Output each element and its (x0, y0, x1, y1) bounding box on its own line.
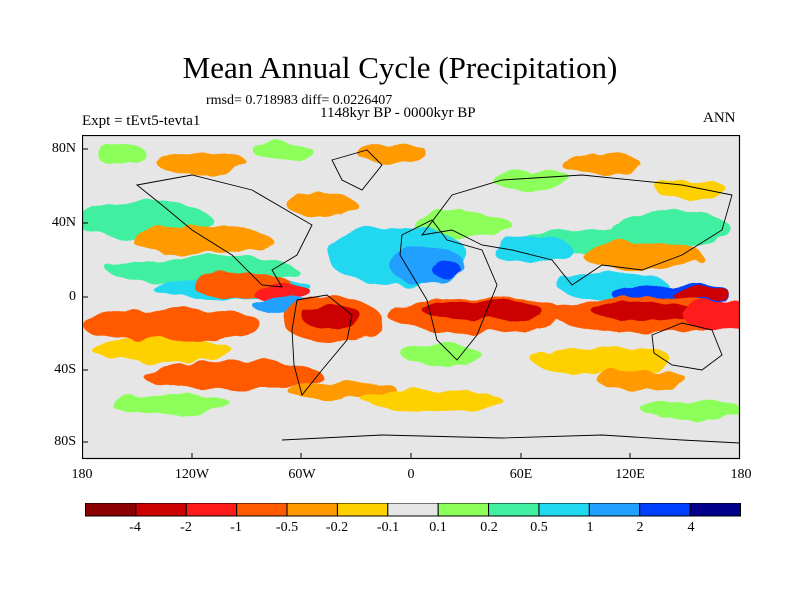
stats-line: rmsd= 0.718983 diff= 0.0226407 (206, 93, 393, 108)
colorbar-label: -0.2 (325, 520, 349, 535)
y-axis-label-80n: 80N (51, 141, 76, 156)
period-label: 1148kyr BP - 0000kyr BP (320, 105, 476, 121)
colorbar-swatch (689, 503, 741, 517)
x-axis-label-0: 0 (407, 467, 415, 482)
colorbar-label: -1 (230, 520, 242, 535)
colorbar-swatch (437, 503, 490, 517)
colorbar-swatch (236, 503, 288, 517)
colorbar-swatch (85, 503, 137, 517)
x-axis-label-60e: 60E (509, 467, 533, 482)
colorbar-label: 0.2 (480, 520, 498, 535)
colorbar-swatch (538, 503, 590, 517)
colorbar-swatch (336, 503, 389, 517)
colorbar-label: 4 (687, 520, 695, 535)
x-axis-label-60w: 60W (288, 467, 316, 482)
season-label: ANN (703, 110, 736, 126)
colorbar-label: -0.5 (275, 520, 299, 535)
x-axis-label-180e: 180 (730, 467, 752, 482)
colorbar (85, 503, 741, 517)
colorbar-swatch (185, 503, 238, 517)
y-axis-label-80s: 80S (54, 434, 76, 449)
colorbar-swatch (135, 503, 187, 517)
colorbar-label: 0.1 (429, 520, 447, 535)
x-axis-label-180w: 180 (71, 467, 93, 482)
colorbar-label: 2 (636, 520, 644, 535)
precipitation-anomaly-map (82, 135, 741, 460)
colorbar-swatch (387, 503, 439, 517)
y-axis-label-40s: 40S (54, 362, 76, 377)
x-axis-label-120e: 120E (615, 467, 645, 482)
x-axis-label-120w: 120W (174, 467, 210, 482)
y-axis-label-40n: 40N (51, 215, 76, 230)
chart-title: Mean Annual Cycle (Precipitation) (182, 50, 618, 85)
colorbar-label: 1 (586, 520, 594, 535)
colorbar-swatch (639, 503, 691, 517)
colorbar-swatch (588, 503, 641, 517)
colorbar-label: -2 (180, 520, 192, 535)
colorbar-swatch (488, 503, 540, 517)
colorbar-label: 0.5 (530, 520, 548, 535)
colorbar-label: -4 (129, 520, 141, 535)
colorbar-swatch (286, 503, 338, 517)
colorbar-label: -0.1 (376, 520, 400, 535)
experiment-label: Expt = tEvt5-tevta1 (82, 113, 201, 129)
y-axis-label-equator: 0 (69, 289, 76, 304)
